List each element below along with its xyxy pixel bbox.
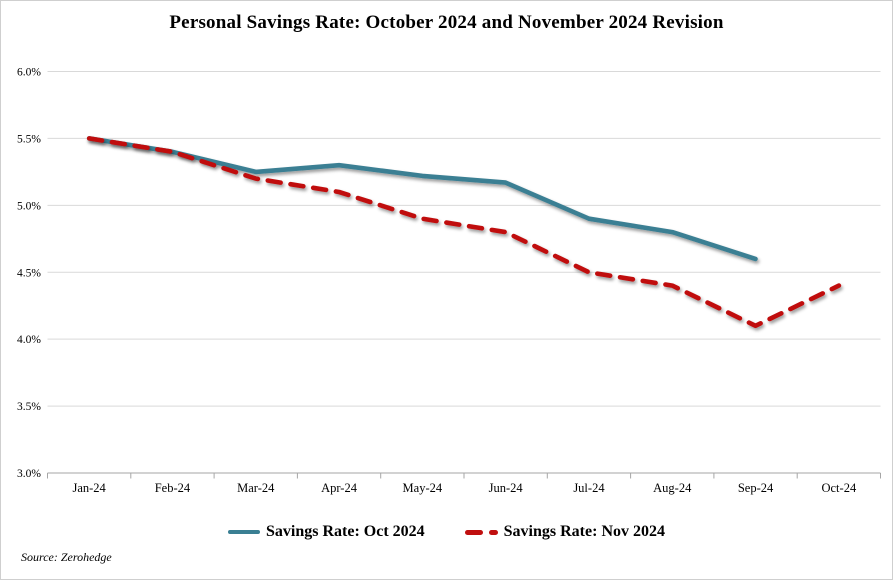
y-axis-tick-label: 6.0%	[17, 67, 41, 79]
chart-title: Personal Savings Rate: October 2024 and …	[169, 12, 724, 33]
series-line-savings-rate-oct-2024	[86, 136, 758, 262]
y-axis-tick-label: 5.0%	[17, 200, 41, 212]
x-axis-tick-label: Sep-24	[738, 481, 774, 495]
legend-entry-nov-2024: Savings Rate: Nov 2024	[464, 523, 665, 541]
dashed-line-swatch-icon	[464, 529, 498, 535]
x-axis-tick-label: Mar-24	[237, 481, 275, 495]
legend-label-nov-2024: Savings Rate: Nov 2024	[503, 523, 665, 540]
series-line-savings-rate-nov-2024	[86, 136, 842, 329]
y-axis-tick-label: 3.5%	[17, 401, 41, 413]
legend-label-oct-2024: Savings Rate: Oct 2024	[266, 523, 425, 540]
x-axis-tick-label: May-24	[403, 481, 443, 495]
y-axis-tick-label: 4.5%	[17, 267, 41, 279]
x-axis-tick-label: Jul-24	[573, 481, 605, 495]
x-axis-tick-label: Jan-24	[72, 481, 106, 495]
y-axis-tick-label: 4.0%	[17, 334, 41, 346]
legend-entry-oct-2024: Savings Rate: Oct 2024	[228, 523, 425, 541]
x-axis-tick-label: Apr-24	[321, 481, 358, 495]
x-axis-tick-label: Feb-24	[155, 481, 191, 495]
savings-rate-line-chart: 3.0% 3.5% 4.0% 4.5% 5.0% 5.5% 6.0% Jan-24 Feb-24…	[17, 67, 881, 495]
dash-segment	[488, 529, 498, 535]
y-axis-tick-label: 5.5%	[17, 133, 41, 145]
y-axis-tick-label: 3.0%	[17, 468, 41, 480]
dash-segment	[464, 529, 483, 535]
x-axis-tick-label: Oct-24	[821, 481, 856, 495]
solid-line-swatch-icon	[228, 530, 260, 534]
x-axis-tick-label: Jun-24	[489, 481, 524, 495]
x-axis-tick-label: Aug-24	[653, 481, 692, 495]
chart-legend: Savings Rate: Oct 2024 Savings Rate: Nov…	[1, 523, 892, 541]
source-attribution: Source: Zerohedge	[21, 550, 112, 564]
